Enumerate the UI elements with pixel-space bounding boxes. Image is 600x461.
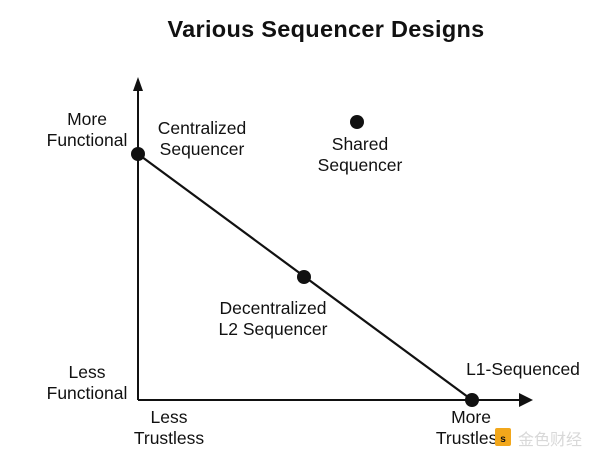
svg-text:金色财经: 金色财经 [518,426,582,450]
svg-text:s: s [500,434,506,445]
